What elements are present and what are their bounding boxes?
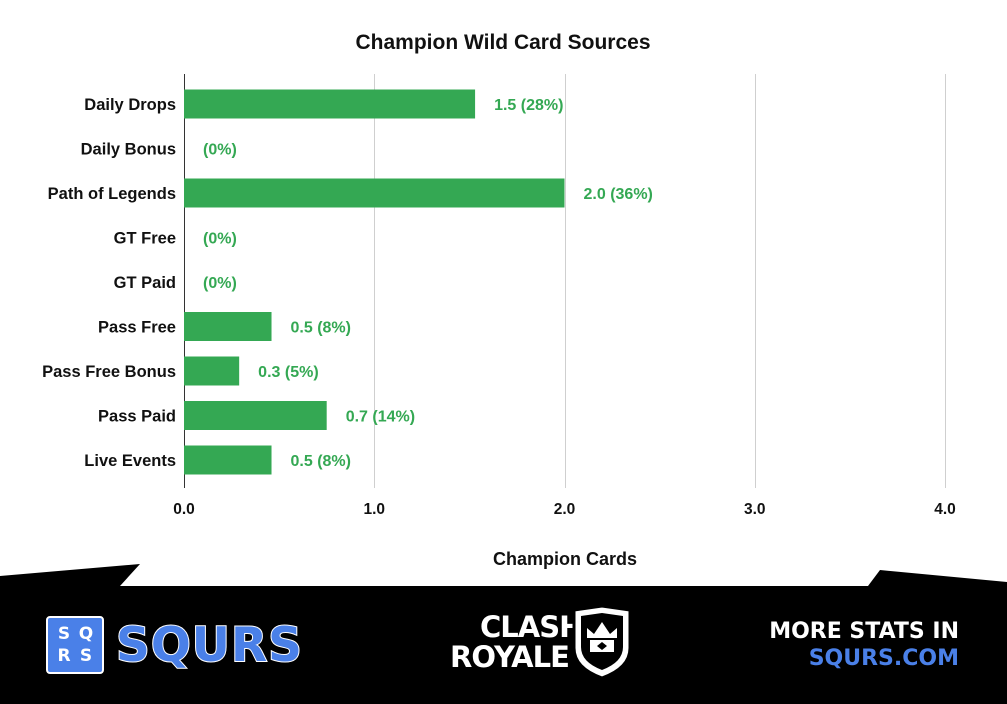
data-label: (0%) — [203, 275, 237, 292]
data-label: (0%) — [203, 142, 237, 159]
footer-band — [0, 564, 1007, 704]
bar — [184, 178, 565, 208]
data-label: (0%) — [203, 231, 237, 248]
x-tick-label: 4.0 — [934, 501, 956, 518]
squrs-letter: S — [79, 646, 93, 666]
data-label: 0.5 (8%) — [291, 320, 351, 337]
squrs-letter: Q — [78, 624, 94, 644]
chart-title: Champion Wild Card Sources — [355, 31, 650, 54]
category-label: GT Free — [114, 230, 176, 248]
clash-royale-logo: CLASH ROYALE — [450, 604, 640, 680]
category-label: Pass Paid — [98, 408, 176, 426]
bar-chart-svg: Champion Wild Card Sources Daily DropsDa… — [42, 31, 956, 569]
bar — [184, 401, 327, 430]
x-tick-label: 3.0 — [744, 501, 766, 518]
x-axis-title: Champion Cards — [493, 549, 637, 569]
bar — [184, 89, 476, 119]
squrs-letter: R — [57, 646, 71, 666]
bars — [184, 89, 565, 475]
promo-link[interactable]: SQURS.COM — [808, 646, 959, 671]
squrs-logo-icon: S Q R S — [46, 616, 104, 674]
category-label: Daily Bonus — [81, 141, 176, 159]
category-label: GT Paid — [114, 274, 176, 292]
promo-text[interactable]: MORE STATS IN SQURS.COM — [769, 618, 959, 672]
promo-line1: MORE STATS IN — [769, 619, 959, 644]
category-label: Pass Free Bonus — [42, 363, 176, 381]
data-label: 0.3 (5%) — [258, 364, 318, 381]
data-label: 0.7 (14%) — [346, 409, 415, 426]
x-tick-label: 2.0 — [554, 501, 576, 518]
category-labels: Daily Drops Daily Bonus Path of Legends GT … — [42, 96, 176, 470]
clash-royale-logo-line1: CLASH — [480, 610, 583, 644]
squrs-wordmark: SQURS — [115, 617, 304, 674]
category-label: Pass Free — [98, 319, 176, 337]
clash-royale-logo-line2: ROYALE — [450, 640, 570, 674]
bar — [184, 312, 272, 341]
x-tick-label: 0.0 — [173, 501, 195, 518]
footer-banner — [0, 560, 1007, 704]
squrs-letter: S — [57, 624, 71, 644]
category-label: Live Events — [84, 452, 176, 470]
x-tick-labels: 0.0 1.0 2.0 3.0 4.0 — [173, 501, 956, 518]
crown-shield-icon — [572, 604, 632, 680]
bar — [184, 356, 240, 386]
squrs-logo[interactable]: S Q R S SQURS — [46, 615, 303, 675]
bar — [184, 445, 272, 475]
category-label: Daily Drops — [84, 96, 176, 114]
category-label: Path of Legends — [48, 185, 176, 203]
data-label: 1.5 (28%) — [494, 97, 563, 114]
data-label: 2.0 (36%) — [584, 186, 653, 203]
data-label: 0.5 (8%) — [291, 453, 351, 470]
x-tick-label: 1.0 — [363, 501, 385, 518]
data-labels: 1.5 (28%) (0%) 2.0 (36%) (0%) (0%) 0.5 (8%) 0.… — [203, 97, 653, 470]
